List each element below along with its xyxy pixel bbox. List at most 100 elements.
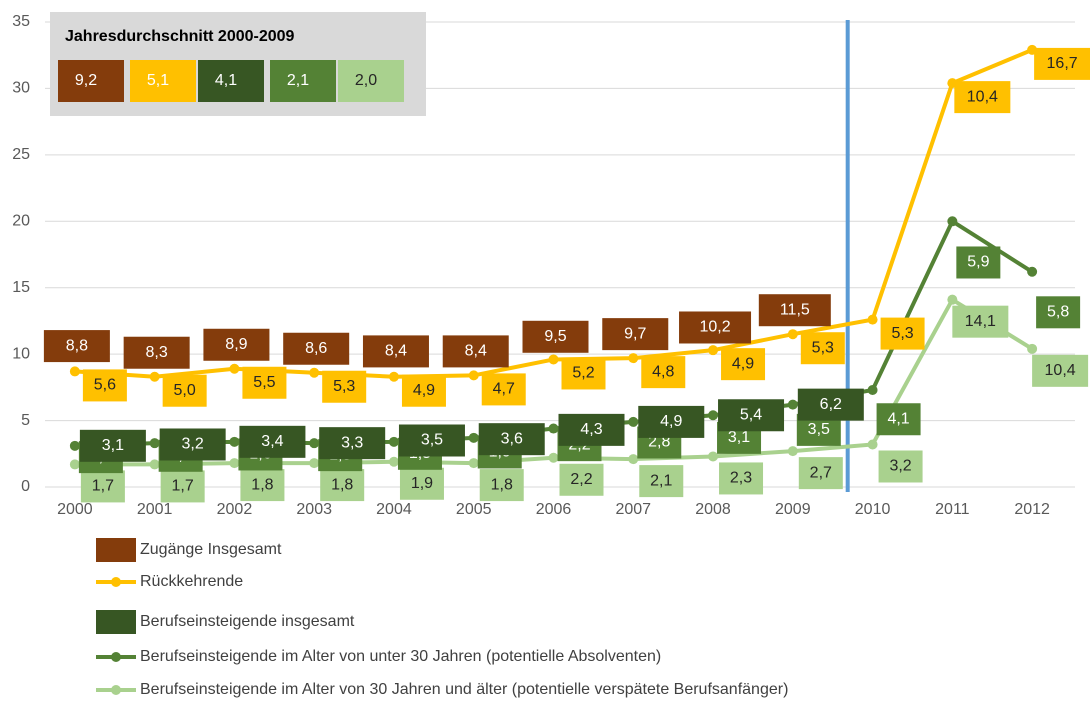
data-label: 6,2 — [820, 396, 842, 413]
inset-value-box — [270, 60, 336, 102]
label-box — [719, 462, 764, 495]
legend-swatch — [111, 685, 121, 695]
label-box — [160, 470, 205, 503]
label-box — [479, 469, 524, 502]
label-box — [800, 332, 845, 365]
data-label: 2,2 — [570, 471, 592, 488]
data-label: 3,3 — [341, 434, 363, 451]
label-box — [162, 374, 207, 407]
label-box — [602, 318, 669, 351]
label-box — [319, 427, 386, 460]
label-box — [561, 357, 606, 390]
label-box — [240, 469, 285, 502]
x-tick-label: 2004 — [376, 501, 412, 518]
data-label: 5,0 — [174, 382, 196, 399]
marker — [388, 371, 399, 382]
label-box — [239, 425, 306, 458]
marker — [708, 410, 719, 421]
legend-label: Zugänge Insgesamt — [140, 541, 282, 558]
legend-swatch — [111, 577, 121, 587]
marker — [69, 440, 80, 451]
legend-label: Berufseinsteigende insgesamt — [140, 613, 355, 630]
marker — [867, 385, 878, 396]
y-tick-label: 0 — [21, 478, 30, 495]
legend-swatch — [96, 610, 136, 634]
marker — [548, 452, 559, 463]
legend-swatch — [96, 538, 136, 562]
legend-swatch — [111, 652, 121, 662]
label-box — [159, 428, 226, 461]
marker — [867, 439, 878, 450]
data-label: 5,6 — [94, 377, 116, 394]
data-label: 1,7 — [92, 478, 114, 495]
label-box — [82, 369, 127, 402]
label-box — [442, 335, 509, 368]
marker — [867, 314, 878, 325]
data-label: 5,9 — [967, 254, 989, 271]
x-tick-label: 2002 — [217, 501, 253, 518]
data-label: 4,3 — [580, 421, 602, 438]
data-label: 4,9 — [732, 355, 754, 372]
marker — [548, 423, 559, 434]
data-label: 3,2 — [889, 458, 911, 475]
y-tick-label: 25 — [12, 146, 30, 163]
y-tick-label: 35 — [12, 13, 30, 30]
data-label: 5,4 — [740, 406, 762, 423]
data-label: 8,3 — [146, 344, 168, 361]
label-box — [797, 388, 864, 421]
x-tick-label: 2001 — [137, 501, 173, 518]
label-box — [721, 348, 766, 381]
x-tick-label: 2008 — [695, 501, 731, 518]
y-tick-label: 5 — [21, 412, 30, 429]
marker — [787, 329, 798, 340]
data-label: 3,1 — [102, 437, 124, 454]
inset-value-box — [130, 60, 196, 102]
inset-value-label: 5,1 — [147, 72, 169, 89]
label-box — [952, 305, 1009, 338]
label-box — [320, 469, 365, 502]
data-label: 2,7 — [810, 464, 832, 481]
data-label: 4,9 — [413, 382, 435, 399]
label-box — [43, 330, 110, 363]
marker — [708, 451, 719, 462]
label-box — [123, 336, 190, 369]
data-label: 5,3 — [891, 325, 913, 342]
label-box — [638, 405, 705, 438]
inset-value-box — [58, 60, 124, 102]
data-label: 9,5 — [544, 328, 566, 345]
label-box — [954, 81, 1011, 114]
data-label: 3,5 — [421, 432, 443, 449]
marker — [708, 345, 719, 356]
x-tick-label: 2011 — [935, 501, 970, 518]
label-box — [718, 399, 785, 432]
label-box — [478, 423, 545, 456]
x-tick-label: 2010 — [855, 501, 891, 518]
marker — [149, 438, 160, 449]
label-box — [1036, 296, 1081, 329]
marker — [628, 454, 639, 465]
data-label: 4,9 — [660, 413, 682, 430]
data-label: 4,8 — [652, 363, 674, 380]
marker — [309, 367, 320, 378]
data-label: 2,1 — [650, 472, 672, 489]
label-box — [79, 429, 146, 462]
data-label: 5,3 — [333, 378, 355, 395]
data-label: 10,2 — [699, 319, 730, 336]
legend-label: Rückkehrende — [140, 573, 243, 590]
label-box — [242, 366, 287, 399]
y-tick-label: 30 — [12, 80, 30, 97]
label-box — [398, 424, 465, 457]
y-tick-label: 20 — [12, 213, 30, 230]
label-box — [641, 356, 686, 389]
marker — [548, 354, 559, 365]
data-label: 11,5 — [780, 301, 810, 318]
label-box — [558, 413, 625, 446]
inset-value-label: 2,1 — [287, 72, 309, 89]
marker — [468, 458, 479, 469]
x-tick-label: 2012 — [1014, 501, 1050, 518]
label-box — [639, 465, 684, 498]
x-tick-label: 2000 — [57, 501, 93, 518]
data-label: 1,8 — [491, 476, 513, 493]
marker — [309, 438, 320, 449]
